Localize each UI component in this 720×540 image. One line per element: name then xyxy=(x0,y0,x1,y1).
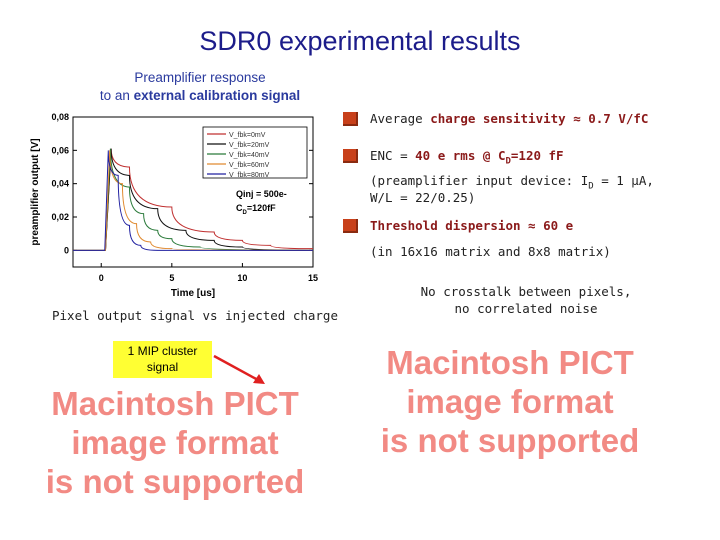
legend-label: V_fbk=60mV xyxy=(229,162,270,169)
series-line xyxy=(73,150,314,251)
right-caption: No crosstalk between pixels, no correlat… xyxy=(390,283,662,317)
bullet-icon xyxy=(343,219,358,233)
note-text: (preamplifier input device: I xyxy=(370,173,589,188)
pict-line2: image format xyxy=(71,424,279,461)
pict-placeholder-right: Macintosh PICT image format is not suppo… xyxy=(345,343,675,460)
bullet-prefix: ENC = xyxy=(370,148,416,163)
y-tick-label: 0 xyxy=(64,245,69,255)
legend-label: V_fbk=0mV xyxy=(229,132,266,139)
legend-label: V_fbk=80mV xyxy=(229,172,270,179)
y-tick-label: 0,06 xyxy=(51,145,69,155)
enc-note-line2: W/L = 22/0.25) xyxy=(370,190,476,205)
x-tick-label: 10 xyxy=(237,273,247,283)
preamp-response-chart: 0,08 0,06 0,04 0,02 0 0 5 10 15 Time [us] preampli… xyxy=(30,112,318,299)
subtitle-line2: to an external calibration signal xyxy=(60,88,340,103)
mip-cluster-label: 1 MIP cluster signal xyxy=(113,341,212,378)
y-tick-label: 0,08 xyxy=(51,112,69,122)
y-tick-label: 0,04 xyxy=(51,179,69,189)
subtitle-line1: Preamplifier response xyxy=(134,70,266,85)
slide-title: SDR0 experimental results xyxy=(199,26,521,56)
right-caption-line2: no correlated noise xyxy=(454,301,598,316)
pict-placeholder-left: Macintosh PICT image format is not suppo… xyxy=(15,384,335,501)
bullet-icon xyxy=(343,149,358,163)
left-caption: Pixel output signal vs injected charge xyxy=(52,308,338,323)
pict-line2: image format xyxy=(406,383,614,420)
legend-label: V_fbk=40mV xyxy=(229,152,270,159)
bullet-highlight: Threshold dispersion ≈ 60 e xyxy=(370,218,574,233)
arrow-icon xyxy=(213,354,265,384)
mip-label-line1: 1 MIP cluster xyxy=(127,344,198,358)
x-tick-label: 0 xyxy=(99,273,104,283)
pict-line3: is not supported xyxy=(45,463,305,500)
bullet-icon xyxy=(343,112,358,126)
x-tick-label: 5 xyxy=(169,273,174,283)
subscript: D xyxy=(243,210,248,216)
subscript: D xyxy=(588,181,594,192)
pict-line3: is not supported xyxy=(380,422,640,459)
bullet-enc: ENC = 40 e rms @ CD=120 fF xyxy=(370,147,564,171)
bullet-highlight: 40 e rms @ C xyxy=(415,148,506,163)
subtitle-prefix: to an xyxy=(99,88,134,103)
subtitle-bold: external calibration signal xyxy=(133,88,301,103)
pict-line1: Macintosh PICT xyxy=(386,344,634,381)
bullet-threshold-dispersion: Threshold dispersion ≈ 60 e xyxy=(370,217,573,234)
chart-annotation-line1: Qinj = 500e- xyxy=(236,189,287,199)
subscript: D xyxy=(505,156,511,167)
legend-label: V_fbk=20mV xyxy=(229,142,270,149)
series-line xyxy=(73,148,314,251)
y-tick-label: 0,02 xyxy=(51,212,69,222)
note-text: = 1 μA, xyxy=(593,173,654,188)
series-line xyxy=(73,150,313,251)
annotation-rest: =120fF xyxy=(247,203,276,213)
threshold-note: (in 16x16 matrix and 8x8 matrix) xyxy=(370,244,611,259)
pict-line1: Macintosh PICT xyxy=(51,385,299,422)
series-line xyxy=(73,148,314,251)
series-line xyxy=(73,148,314,251)
bullet-highlight: charge sensitivity ≈ 0.7 V/fC xyxy=(430,111,649,126)
bullet-prefix: Average xyxy=(370,111,431,126)
bullet-highlight: =120 fF xyxy=(510,148,564,163)
x-tick-label: 15 xyxy=(308,273,318,283)
chart-annotation-line2: CD=120fF xyxy=(236,203,276,216)
bullet-charge-sensitivity: Average charge sensitivity ≈ 0.7 V/fC xyxy=(370,110,648,127)
y-axis-label: preamplifier output [V] xyxy=(30,138,41,245)
x-axis-label: Time [us] xyxy=(171,288,215,299)
legend-box xyxy=(202,126,308,179)
enc-note-line1: (preamplifier input device: ID = 1 μA, xyxy=(370,172,654,196)
mip-label-line2: signal xyxy=(146,360,179,374)
right-caption-line1: No crosstalk between pixels, xyxy=(420,284,632,299)
